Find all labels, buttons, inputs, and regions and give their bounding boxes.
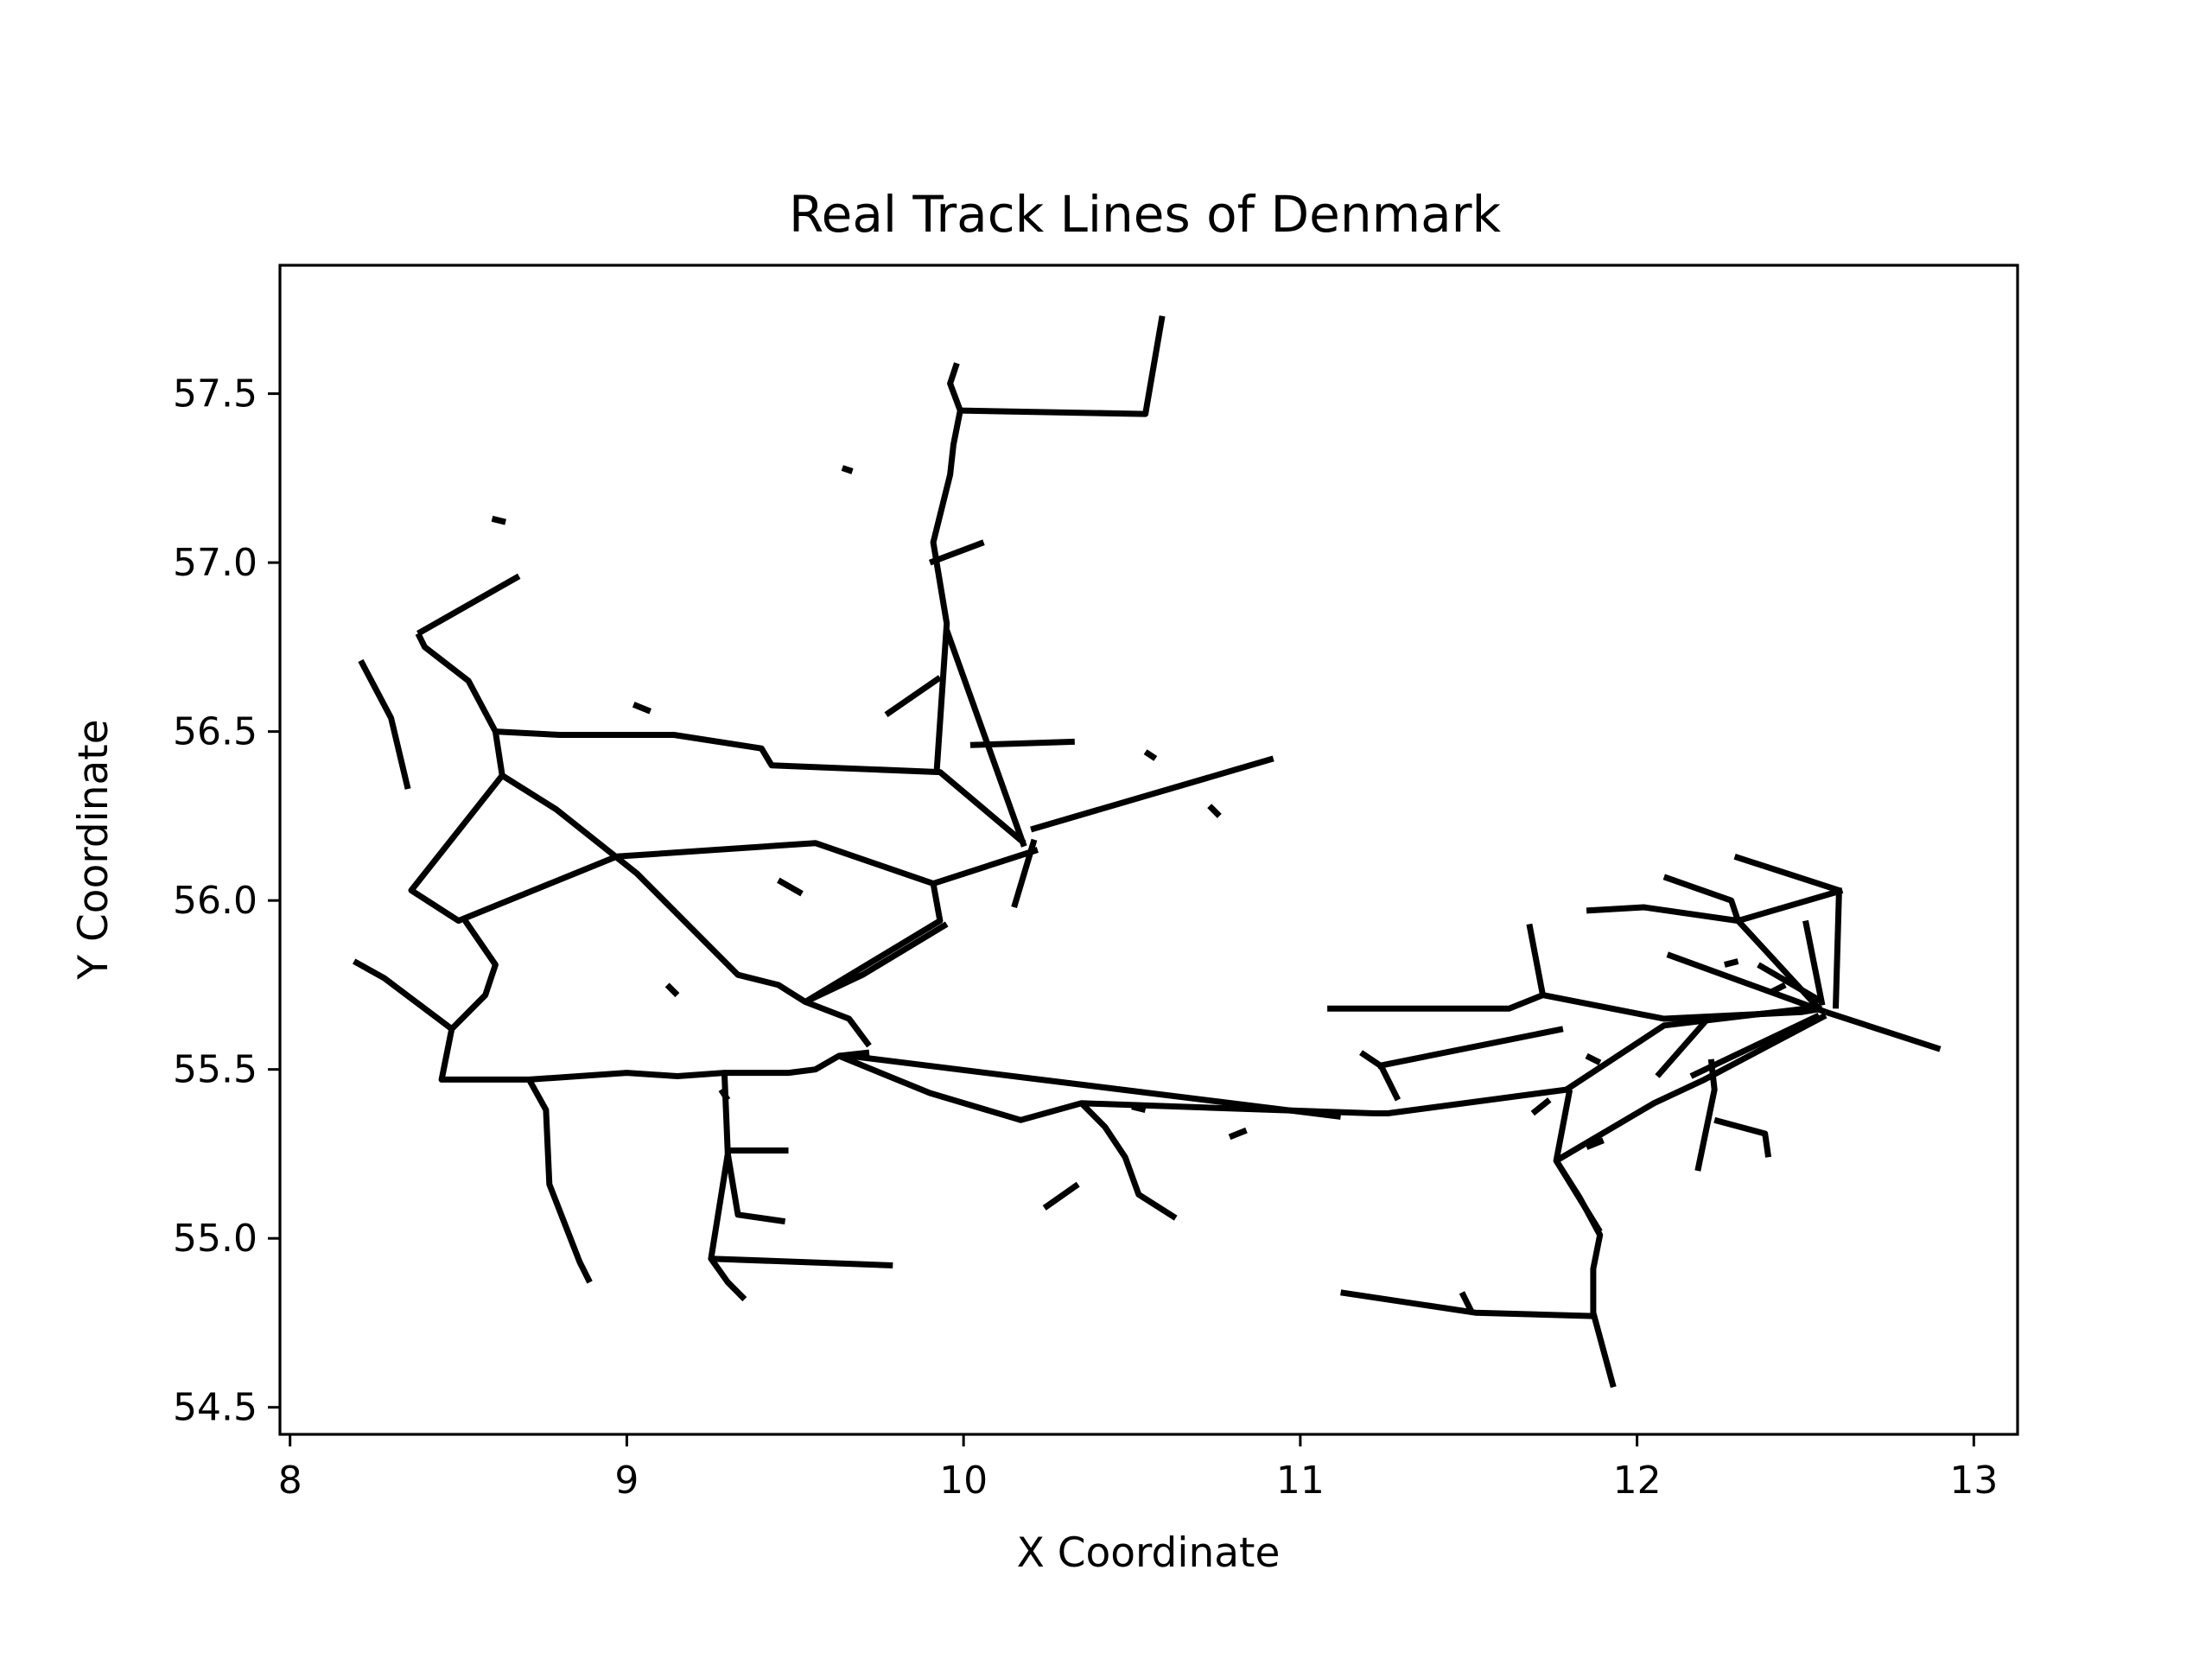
y-tick-label: 56.0 [173, 879, 257, 923]
track-line-11 [500, 772, 944, 1005]
track-line-21 [710, 1255, 893, 1268]
y-tick-label: 54.5 [173, 1386, 257, 1430]
track-line-25 [1042, 1181, 1080, 1211]
track-line-37 [1713, 1116, 1772, 1158]
y-tick-label: 57.5 [173, 372, 257, 416]
y-tick-label: 55.5 [173, 1048, 257, 1092]
y-axis-label: Y Coordinate [70, 719, 118, 980]
track-line-59 [1724, 958, 1739, 968]
y-tick-label: 56.5 [173, 710, 257, 754]
track-line-22 [837, 1005, 1806, 1123]
track-line-17 [526, 1077, 593, 1284]
track-line-53 [718, 1088, 731, 1102]
track-line-43 [1666, 951, 1827, 1015]
track-line-42 [1802, 919, 1826, 1007]
track-line-47 [491, 515, 506, 525]
track-line-33 [1655, 1005, 1820, 1078]
series-layer [352, 315, 1942, 1389]
y-tick-label: 57.0 [173, 541, 257, 585]
track-line-29 [1376, 1026, 1564, 1070]
plot-frame [278, 264, 2019, 1436]
track-line-19 [724, 1153, 786, 1225]
track-line-13 [804, 921, 949, 1005]
track-line-51 [1143, 749, 1158, 761]
track-line-6 [1030, 755, 1274, 833]
track-line-39 [1586, 887, 1844, 925]
track-line-4 [884, 675, 942, 717]
x-axis-label: X Coordinate [1017, 1529, 1281, 1577]
track-line-32 [1554, 1013, 1827, 1164]
track-line-10 [495, 728, 1027, 846]
track-line-27 [1526, 923, 1546, 996]
chart-title: Real Track Lines of Denmark [789, 185, 1502, 244]
x-tick-label: 12 [1613, 1459, 1662, 1503]
x-tick-label: 10 [939, 1459, 988, 1503]
x-tick-label: 9 [614, 1459, 639, 1503]
track-line-23 [849, 1052, 1342, 1120]
x-axis: 8 9 10 11 12 13 [278, 1434, 1998, 1503]
track-line-1 [960, 315, 1166, 417]
track-line-40 [1662, 874, 1821, 1011]
x-tick-label: 11 [1276, 1459, 1325, 1503]
track-line-24 [1079, 1101, 1178, 1221]
y-axis: 54.5 55.0 55.5 56.0 56.5 57.0 57.5 [173, 372, 280, 1430]
track-line-46 [841, 465, 854, 474]
track-line-0 [930, 362, 963, 772]
y-tick-label: 55.0 [173, 1217, 257, 1261]
track-line-15 [352, 918, 499, 1033]
track-line-8 [416, 573, 521, 637]
track-line-2 [928, 539, 985, 566]
track-line-57 [1585, 1052, 1602, 1066]
track-line-48 [632, 702, 652, 715]
track-line-34 [1340, 1289, 1594, 1319]
track-line-50 [664, 982, 680, 998]
track-line-5 [969, 738, 1075, 748]
track-line-14 [358, 658, 411, 790]
track-line-41 [1733, 853, 1842, 1009]
track-line-3 [944, 629, 1027, 848]
track-line-45 [1824, 1008, 1942, 1052]
track-line-49 [777, 877, 804, 897]
track-line-35 [1459, 1291, 1475, 1314]
track-line-54 [1131, 1103, 1147, 1113]
track-line-9 [408, 632, 1039, 925]
track-line-58 [1585, 1137, 1605, 1150]
x-tick-label: 13 [1949, 1459, 1998, 1503]
track-line-52 [1207, 804, 1222, 818]
track-line-60 [1770, 982, 1787, 995]
track-line-55 [1228, 1127, 1248, 1141]
track-line-16 [438, 1028, 870, 1083]
track-line-31 [1554, 1159, 1603, 1234]
track-line-44 [1757, 962, 1824, 1005]
track-line-38 [1689, 1012, 1821, 1079]
track-line-56 [1530, 1097, 1552, 1116]
track-line-12 [804, 999, 872, 1048]
x-tick-label: 8 [278, 1459, 302, 1503]
